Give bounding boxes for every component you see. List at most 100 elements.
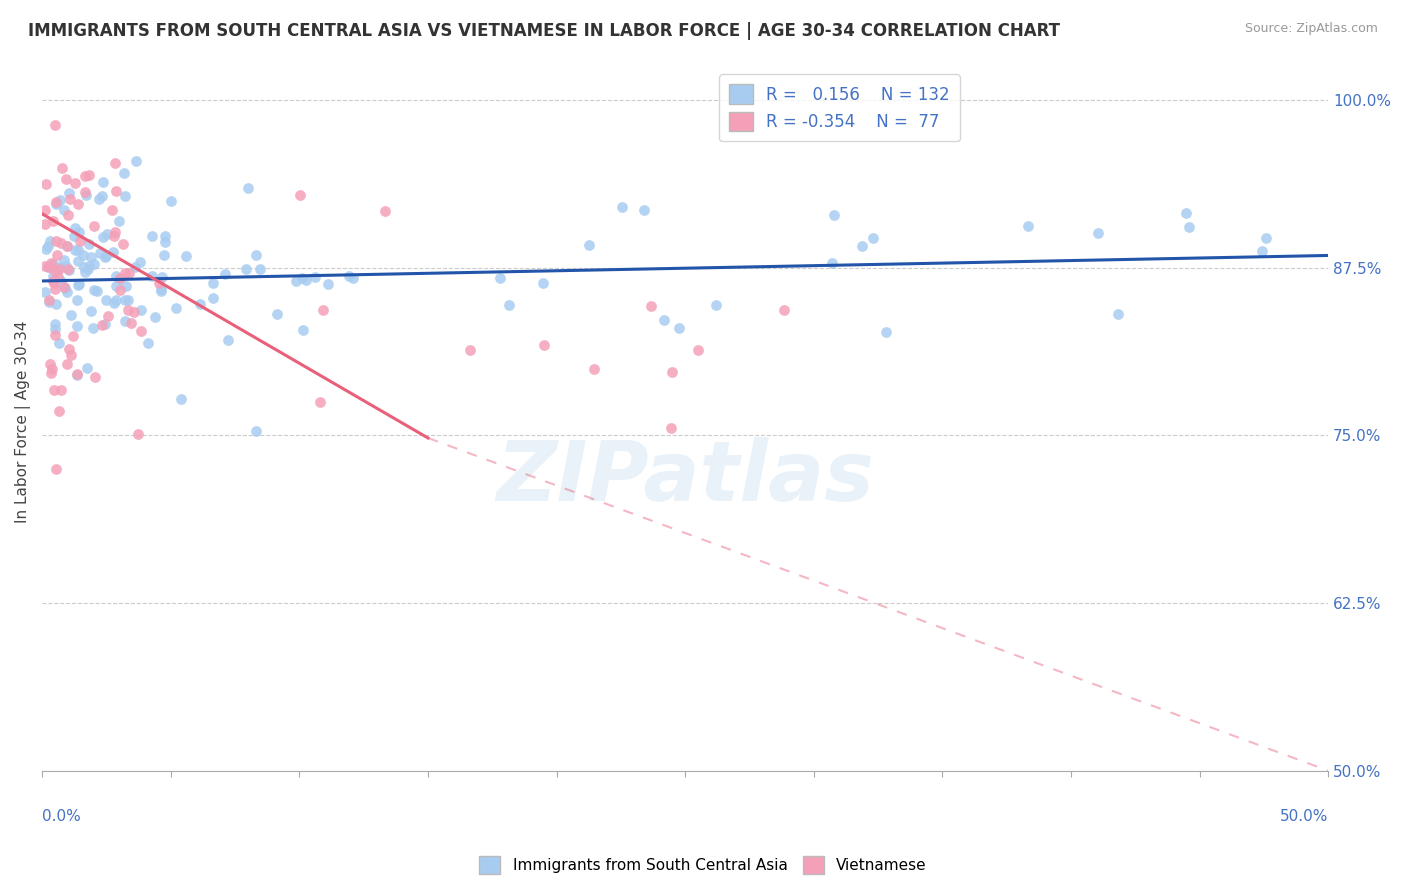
- Point: [117, 293, 139, 308]
- Point: [66, 278, 89, 293]
- Point: [122, 305, 145, 319]
- Point: [42, 257, 65, 271]
- Point: [115, 278, 138, 293]
- Point: [337, 269, 360, 284]
- Point: [66, 196, 89, 211]
- Point: [104, 185, 127, 199]
- Point: [875, 325, 897, 339]
- Point: [39, 366, 62, 380]
- Point: [202, 277, 225, 291]
- Point: [659, 421, 682, 435]
- Point: [44, 119, 66, 133]
- Point: [83, 257, 105, 271]
- Point: [114, 188, 136, 202]
- Point: [48, 335, 70, 350]
- Point: [97, 309, 120, 323]
- Point: [37, 239, 59, 253]
- Point: [44, 328, 66, 343]
- Point: [285, 274, 308, 288]
- Point: [823, 208, 845, 222]
- Point: [56, 285, 79, 299]
- Point: [34, 259, 56, 273]
- Point: [58, 186, 80, 200]
- Point: [236, 180, 259, 194]
- Point: [249, 261, 271, 276]
- Point: [103, 296, 125, 310]
- Point: [112, 237, 135, 252]
- Point: [148, 276, 170, 290]
- Point: [342, 271, 364, 285]
- Point: [304, 269, 326, 284]
- Point: [90, 189, 112, 203]
- Point: [112, 166, 135, 180]
- Point: [56, 262, 79, 277]
- Point: [67, 226, 90, 240]
- Point: [773, 302, 796, 317]
- Y-axis label: In Labor Force | Age 30-34: In Labor Force | Age 30-34: [15, 320, 31, 523]
- Point: [489, 271, 512, 285]
- Point: [129, 325, 152, 339]
- Point: [75, 185, 97, 199]
- Point: [661, 364, 683, 378]
- Point: [101, 202, 124, 217]
- Point: [66, 368, 89, 382]
- Point: [48, 260, 70, 275]
- Point: [45, 194, 67, 209]
- Point: [55, 171, 77, 186]
- Point: [80, 304, 103, 318]
- Point: [63, 228, 86, 243]
- Point: [45, 462, 67, 476]
- Point: [65, 176, 87, 190]
- Point: [42, 213, 65, 227]
- Point: [94, 250, 117, 264]
- Point: [77, 262, 100, 277]
- Point: [83, 219, 105, 233]
- Point: [35, 177, 58, 191]
- Point: [143, 310, 166, 324]
- Point: [82, 321, 104, 335]
- Point: [39, 259, 62, 273]
- Point: [66, 319, 89, 334]
- Point: [704, 298, 727, 312]
- Point: [201, 291, 224, 305]
- Point: [44, 322, 66, 336]
- Point: [654, 312, 676, 326]
- Point: [49, 194, 72, 208]
- Point: [131, 303, 153, 318]
- Point: [114, 314, 136, 328]
- Point: [77, 168, 100, 182]
- Point: [114, 266, 136, 280]
- Point: [34, 218, 56, 232]
- Point: [170, 392, 193, 407]
- Point: [688, 343, 710, 357]
- Point: [108, 271, 131, 285]
- Point: [245, 247, 267, 261]
- Point: [63, 221, 86, 235]
- Point: [165, 301, 187, 315]
- Point: [108, 283, 131, 297]
- Point: [91, 318, 114, 333]
- Point: [38, 294, 60, 309]
- Point: [1087, 226, 1109, 240]
- Point: [91, 175, 114, 189]
- Point: [1017, 219, 1039, 233]
- Point: [374, 203, 396, 218]
- Point: [51, 161, 73, 175]
- Point: [120, 316, 142, 330]
- Point: [153, 248, 176, 262]
- Point: [104, 269, 127, 284]
- Point: [59, 308, 82, 322]
- Point: [149, 282, 172, 296]
- Point: [87, 192, 110, 206]
- Point: [89, 246, 111, 260]
- Point: [58, 262, 80, 277]
- Point: [67, 277, 90, 291]
- Point: [245, 424, 267, 438]
- Point: [42, 274, 65, 288]
- Point: [49, 274, 72, 288]
- Point: [66, 368, 89, 383]
- Point: [103, 156, 125, 170]
- Point: [149, 284, 172, 298]
- Point: [862, 230, 884, 244]
- Point: [34, 285, 56, 300]
